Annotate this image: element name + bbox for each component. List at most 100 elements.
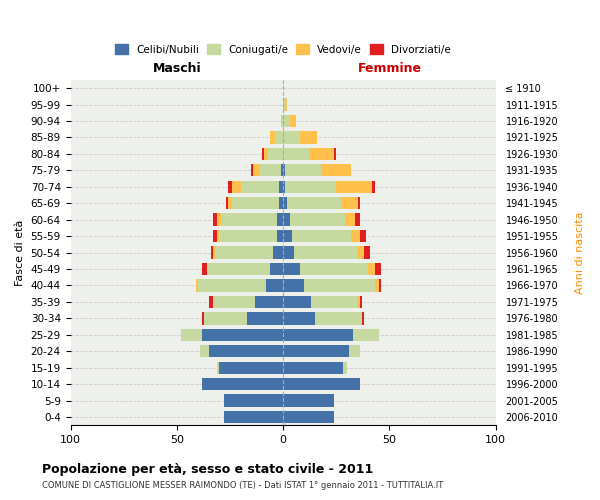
Bar — [283, 148, 308, 160]
Bar — [283, 98, 285, 110]
Bar — [275, 131, 283, 143]
Bar — [283, 312, 315, 324]
Bar — [304, 280, 374, 291]
Bar — [206, 263, 271, 275]
Bar — [279, 180, 283, 193]
Bar — [213, 246, 215, 258]
Bar — [271, 131, 275, 143]
Bar — [322, 164, 351, 176]
Bar — [358, 296, 359, 308]
Bar — [292, 230, 351, 242]
Bar — [285, 164, 322, 176]
Bar — [283, 394, 334, 407]
Bar — [343, 362, 347, 374]
Bar — [300, 131, 317, 143]
Bar — [209, 345, 283, 358]
Bar — [202, 263, 206, 275]
Bar — [294, 246, 358, 258]
Bar — [281, 164, 283, 176]
Bar — [224, 411, 283, 423]
Bar — [351, 230, 359, 242]
Bar — [336, 180, 373, 193]
Bar — [374, 263, 381, 275]
Bar — [358, 246, 364, 258]
Bar — [283, 296, 311, 308]
Bar — [281, 115, 283, 127]
Bar — [283, 263, 300, 275]
Bar — [220, 362, 283, 374]
Bar — [287, 197, 341, 209]
Bar — [358, 197, 359, 209]
Bar — [290, 214, 345, 226]
Bar — [196, 280, 198, 291]
Bar — [232, 180, 241, 193]
Bar — [277, 214, 283, 226]
Bar — [202, 328, 283, 341]
Bar — [228, 197, 232, 209]
Bar — [228, 180, 232, 193]
Bar — [226, 197, 228, 209]
Bar — [266, 280, 283, 291]
Bar — [205, 312, 247, 324]
Bar — [211, 246, 213, 258]
Bar — [285, 98, 287, 110]
Bar — [355, 214, 359, 226]
Bar — [217, 230, 220, 242]
Bar — [368, 263, 374, 275]
Bar — [379, 280, 381, 291]
Bar — [315, 312, 362, 324]
Bar — [256, 296, 283, 308]
Bar — [283, 230, 292, 242]
Bar — [283, 246, 294, 258]
Bar — [268, 148, 283, 160]
Bar — [224, 394, 283, 407]
Y-axis label: Fasce di età: Fasce di età — [15, 220, 25, 286]
Bar — [283, 164, 285, 176]
Bar — [279, 197, 283, 209]
Bar — [345, 214, 355, 226]
Bar — [285, 180, 336, 193]
Bar — [215, 246, 272, 258]
Bar — [283, 362, 343, 374]
Bar — [349, 345, 359, 358]
Bar — [290, 115, 296, 127]
Bar — [283, 197, 287, 209]
Bar — [241, 180, 279, 193]
Bar — [373, 180, 374, 193]
Legend: Celibi/Nubili, Coniugati/e, Vedovi/e, Divorziati/e: Celibi/Nubili, Coniugati/e, Vedovi/e, Di… — [111, 40, 455, 58]
Text: Maschi: Maschi — [152, 62, 201, 75]
Bar — [209, 296, 213, 308]
Bar — [253, 164, 260, 176]
Bar — [247, 312, 283, 324]
Bar — [283, 378, 359, 390]
Bar — [264, 148, 268, 160]
Bar — [232, 197, 279, 209]
Bar — [353, 328, 379, 341]
Bar — [308, 148, 334, 160]
Bar — [262, 148, 264, 160]
Bar — [202, 312, 205, 324]
Bar — [202, 378, 283, 390]
Bar — [359, 230, 366, 242]
Bar — [374, 280, 379, 291]
Bar — [217, 214, 221, 226]
Bar — [221, 214, 277, 226]
Text: Femmine: Femmine — [358, 62, 421, 75]
Bar — [283, 280, 304, 291]
Bar — [283, 131, 300, 143]
Bar — [198, 280, 266, 291]
Bar — [271, 263, 283, 275]
Bar — [283, 345, 349, 358]
Bar — [359, 296, 362, 308]
Bar — [283, 328, 353, 341]
Bar — [341, 197, 358, 209]
Bar — [200, 345, 209, 358]
Bar — [181, 328, 202, 341]
Bar — [300, 263, 368, 275]
Bar — [251, 164, 253, 176]
Bar — [272, 246, 283, 258]
Bar — [213, 296, 256, 308]
Bar — [213, 230, 217, 242]
Bar — [217, 362, 220, 374]
Text: Popolazione per età, sesso e stato civile - 2011: Popolazione per età, sesso e stato civil… — [42, 462, 373, 475]
